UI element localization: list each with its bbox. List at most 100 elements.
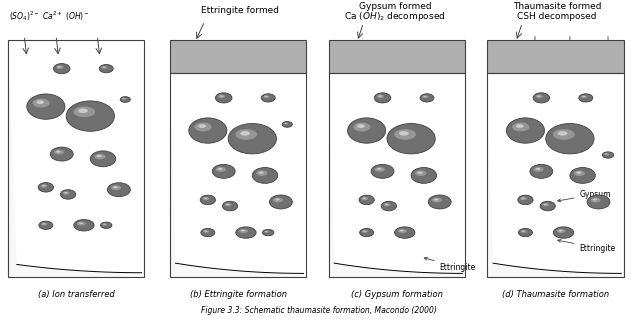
Text: Gypsum: Gypsum: [558, 190, 611, 202]
Ellipse shape: [216, 167, 226, 172]
Ellipse shape: [195, 123, 212, 132]
Ellipse shape: [261, 94, 275, 102]
Ellipse shape: [362, 230, 368, 233]
Ellipse shape: [63, 191, 70, 195]
Ellipse shape: [241, 131, 250, 136]
Ellipse shape: [189, 118, 227, 143]
Ellipse shape: [102, 223, 107, 226]
Ellipse shape: [415, 171, 426, 176]
Text: Figure 3.3: Schematic thaumasite formation, Macondo (2000): Figure 3.3: Schematic thaumasite formati…: [201, 306, 437, 315]
Ellipse shape: [553, 227, 574, 238]
Ellipse shape: [507, 118, 544, 143]
Ellipse shape: [558, 131, 567, 136]
Ellipse shape: [79, 222, 83, 224]
Ellipse shape: [432, 197, 442, 203]
Ellipse shape: [535, 95, 543, 98]
Ellipse shape: [256, 171, 267, 176]
Ellipse shape: [378, 95, 382, 97]
Ellipse shape: [100, 222, 112, 228]
Ellipse shape: [54, 64, 70, 74]
Ellipse shape: [204, 197, 207, 199]
Ellipse shape: [556, 229, 566, 233]
Ellipse shape: [223, 201, 238, 211]
Ellipse shape: [587, 195, 610, 209]
Ellipse shape: [120, 97, 130, 102]
Ellipse shape: [64, 192, 68, 194]
Ellipse shape: [533, 167, 544, 172]
Bar: [170, 73, 306, 277]
Ellipse shape: [73, 107, 95, 117]
Ellipse shape: [359, 195, 375, 205]
Ellipse shape: [399, 230, 404, 231]
Ellipse shape: [212, 164, 235, 178]
Ellipse shape: [235, 129, 257, 140]
Text: Ettringite formed: Ettringite formed: [200, 6, 279, 15]
Ellipse shape: [101, 66, 108, 69]
Ellipse shape: [265, 96, 267, 97]
Ellipse shape: [542, 203, 549, 206]
Text: Gypsum formed: Gypsum formed: [359, 3, 431, 12]
Ellipse shape: [570, 168, 595, 183]
Ellipse shape: [54, 150, 64, 155]
Ellipse shape: [61, 190, 76, 199]
Ellipse shape: [382, 201, 396, 211]
Ellipse shape: [516, 124, 524, 128]
Ellipse shape: [518, 195, 533, 205]
Text: (a) Ion transferred: (a) Ion transferred: [38, 290, 115, 300]
Ellipse shape: [377, 95, 384, 98]
Ellipse shape: [519, 228, 533, 237]
Polygon shape: [493, 73, 624, 273]
Ellipse shape: [579, 94, 593, 102]
Ellipse shape: [360, 228, 374, 237]
Ellipse shape: [581, 95, 587, 98]
Ellipse shape: [394, 129, 416, 140]
Ellipse shape: [348, 118, 386, 143]
Ellipse shape: [536, 168, 540, 170]
Ellipse shape: [576, 172, 581, 174]
Ellipse shape: [284, 123, 288, 124]
Ellipse shape: [530, 164, 553, 178]
Ellipse shape: [91, 151, 115, 167]
Ellipse shape: [522, 230, 524, 232]
Ellipse shape: [422, 95, 428, 98]
Polygon shape: [8, 40, 142, 277]
Ellipse shape: [198, 124, 206, 128]
Ellipse shape: [27, 94, 65, 119]
Ellipse shape: [33, 99, 50, 108]
Ellipse shape: [97, 155, 101, 157]
Ellipse shape: [521, 230, 527, 233]
Ellipse shape: [113, 186, 118, 188]
Ellipse shape: [42, 223, 45, 224]
Text: (d) Thaumasite formation: (d) Thaumasite formation: [502, 290, 609, 300]
Ellipse shape: [428, 195, 451, 209]
Ellipse shape: [544, 204, 547, 205]
Ellipse shape: [41, 184, 47, 188]
Ellipse shape: [522, 197, 524, 199]
Ellipse shape: [258, 172, 263, 174]
Ellipse shape: [363, 230, 366, 232]
Text: $(SO_4)^{2-}$ $Ca^{2+}$ $(OH)^-$: $(SO_4)^{2-}$ $Ca^{2+}$ $(OH)^-$: [9, 10, 90, 23]
Ellipse shape: [357, 124, 365, 128]
Ellipse shape: [375, 167, 385, 172]
Ellipse shape: [363, 197, 366, 199]
Ellipse shape: [537, 95, 540, 97]
Bar: [170, 40, 306, 73]
Ellipse shape: [582, 96, 585, 97]
Ellipse shape: [269, 195, 292, 209]
Ellipse shape: [262, 229, 274, 236]
Ellipse shape: [533, 93, 549, 103]
Ellipse shape: [520, 197, 527, 200]
Bar: [329, 40, 465, 73]
Polygon shape: [17, 40, 144, 273]
Ellipse shape: [265, 231, 267, 232]
Ellipse shape: [385, 204, 388, 205]
Ellipse shape: [200, 195, 216, 205]
Text: (b) Ettringite formation: (b) Ettringite formation: [190, 290, 287, 300]
Text: Ettringite: Ettringite: [424, 257, 476, 272]
Ellipse shape: [574, 171, 585, 176]
Text: Thaumasite formed: Thaumasite formed: [513, 3, 602, 12]
Ellipse shape: [226, 204, 229, 205]
Ellipse shape: [252, 168, 278, 183]
Ellipse shape: [36, 100, 44, 104]
Ellipse shape: [111, 185, 121, 190]
